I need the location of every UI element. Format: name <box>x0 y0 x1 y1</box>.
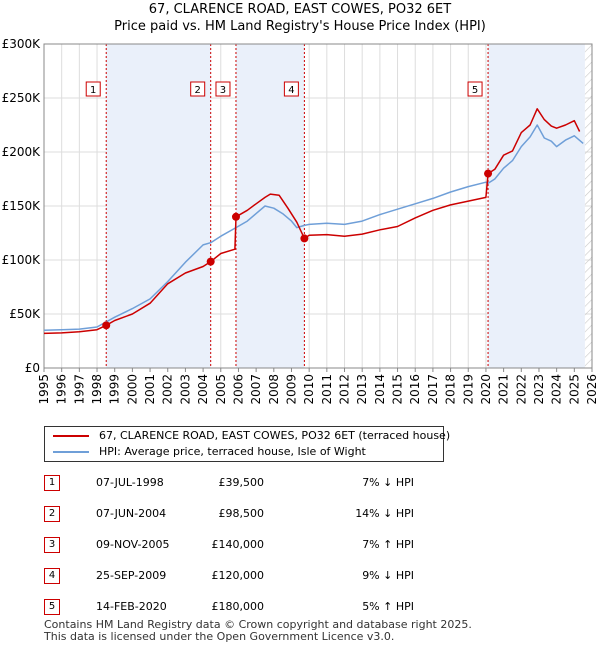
sale-label-box <box>215 81 231 97</box>
x-tick-label: 2005 <box>214 374 228 405</box>
x-tick-label: 2024 <box>550 374 564 405</box>
legend-swatch-property <box>53 435 89 437</box>
x-tick-label: 2006 <box>231 374 245 405</box>
sale-label-number: 4 <box>288 85 294 96</box>
plot-frame <box>43 43 593 369</box>
x-tick-label: 2026 <box>585 374 599 405</box>
sale-price: £140,000 <box>211 538 265 551</box>
x-tick-label: 2014 <box>373 374 387 405</box>
x-tick-label: 1995 <box>37 374 51 405</box>
footer-line-1: Contains HM Land Registry data © Crown c… <box>44 618 472 631</box>
sale-label-number: 3 <box>220 85 226 96</box>
sale-period-shade <box>106 44 211 368</box>
x-tick-label: 2013 <box>355 374 369 405</box>
forecast-hatch <box>584 44 592 368</box>
legend-label-hpi: HPI: Average price, terraced house, Isle… <box>99 445 366 458</box>
y-tick-label: £300K <box>2 37 42 51</box>
footer-line-2: This data is licensed under the Open Gov… <box>44 630 395 643</box>
legend-label-property: 67, CLARENCE ROAD, EAST COWES, PO32 6ET … <box>99 429 451 442</box>
hpi-series-line <box>43 124 584 331</box>
sale-hpi-change: 14% ↓ HPI <box>355 507 414 520</box>
y-tick-label: £100K <box>2 253 42 267</box>
x-tick-label: 2007 <box>249 374 263 405</box>
y-tick-label: £200K <box>2 145 42 159</box>
sale-badge: 3 <box>44 537 60 553</box>
x-tick-label: 2016 <box>408 374 422 405</box>
sale-label-number: 2 <box>195 85 201 96</box>
x-tick-label: 2012 <box>338 374 352 405</box>
sale-period-shade <box>235 44 305 368</box>
sale-hpi-change: 7% ↑ HPI <box>362 538 414 551</box>
sale-price: £180,000 <box>211 600 265 613</box>
sale-row: 1 07-JUL-1998 £39,500 7% ↓ HPI <box>44 470 564 501</box>
x-tick-label: 2004 <box>196 374 210 405</box>
sale-hpi-change: 5% ↑ HPI <box>362 600 414 613</box>
y-tick-label: £150K <box>2 199 42 213</box>
property-series-line <box>43 108 581 335</box>
x-tick-label: 1998 <box>90 374 104 405</box>
chart-subtitle: Price paid vs. HM Land Registry's House … <box>114 19 486 34</box>
x-tick-label: 2022 <box>514 374 528 405</box>
sale-date: 14-FEB-2020 <box>96 600 167 613</box>
sale-price: £39,500 <box>218 476 265 489</box>
sale-badge: 4 <box>44 568 60 584</box>
sale-row: 5 14-FEB-2020 £180,000 5% ↑ HPI <box>44 594 564 625</box>
sale-label-number: 1 <box>90 85 96 96</box>
x-tick-label: 2002 <box>161 374 175 405</box>
sale-price: £98,500 <box>218 507 265 520</box>
sale-label-box <box>190 81 206 97</box>
sale-badge: 5 <box>44 599 60 615</box>
x-tick-label: 2018 <box>444 374 458 405</box>
x-tick-label: 2019 <box>461 374 475 405</box>
x-tick-label: 2008 <box>267 374 281 405</box>
chart-legend: 67, CLARENCE ROAD, EAST COWES, PO32 6ET … <box>44 426 450 462</box>
sale-row: 3 09-NOV-2005 £140,000 7% ↑ HPI <box>44 532 564 563</box>
x-tick-label: 2017 <box>426 374 440 405</box>
y-tick-label: £250K <box>2 91 42 105</box>
sale-label-box <box>283 81 299 97</box>
sale-point <box>231 212 240 221</box>
x-tick-label: 2023 <box>532 374 546 405</box>
x-tick-label: 2025 <box>567 374 581 405</box>
sale-label-box <box>85 81 101 97</box>
x-tick-label: 2000 <box>125 374 139 405</box>
x-tick-label: 2010 <box>302 374 316 405</box>
sale-hpi-change: 7% ↓ HPI <box>362 476 414 489</box>
x-tick-label: 2011 <box>320 374 334 405</box>
sale-row: 2 07-JUN-2004 £98,500 14% ↓ HPI <box>44 501 564 532</box>
x-tick-label: 2003 <box>178 374 192 405</box>
sale-point <box>484 169 493 178</box>
sale-badge: 1 <box>44 475 60 491</box>
sale-label-number: 5 <box>472 85 478 96</box>
x-tick-label: 1997 <box>72 374 86 405</box>
footer-attribution: Contains HM Land Registry data © Crown c… <box>44 619 472 643</box>
sale-row: 4 25-SEP-2009 £120,000 9% ↓ HPI <box>44 563 564 594</box>
x-tick-label: 2020 <box>479 374 493 405</box>
x-tick-label: 1996 <box>55 374 69 405</box>
sale-period-shade <box>488 44 585 368</box>
y-tick-label: £50K <box>9 307 41 321</box>
x-tick-label: 2001 <box>143 374 157 405</box>
sale-point <box>102 321 111 330</box>
sale-point <box>206 257 215 266</box>
sale-date: 09-NOV-2005 <box>96 538 170 551</box>
legend-swatch-hpi <box>53 451 89 453</box>
sale-date: 25-SEP-2009 <box>96 569 167 582</box>
x-tick-label: 2015 <box>391 374 405 405</box>
x-tick-label: 1999 <box>108 374 122 405</box>
sale-date: 07-JUL-1998 <box>96 476 164 489</box>
chart-title: 67, CLARENCE ROAD, EAST COWES, PO32 6ET <box>148 2 452 17</box>
sale-point <box>300 234 309 243</box>
y-tick-label: £0 <box>25 361 40 375</box>
sale-date: 07-JUN-2004 <box>96 507 167 520</box>
sale-label-box <box>467 81 483 97</box>
sale-hpi-change: 9% ↓ HPI <box>362 569 414 582</box>
sales-table: 1 07-JUL-1998 £39,500 7% ↓ HPI 2 07-JUN-… <box>44 470 564 625</box>
x-tick-label: 2021 <box>497 374 511 405</box>
x-tick-label: 2009 <box>284 374 298 405</box>
sale-price: £120,000 <box>211 569 265 582</box>
sale-badge: 2 <box>44 506 60 522</box>
